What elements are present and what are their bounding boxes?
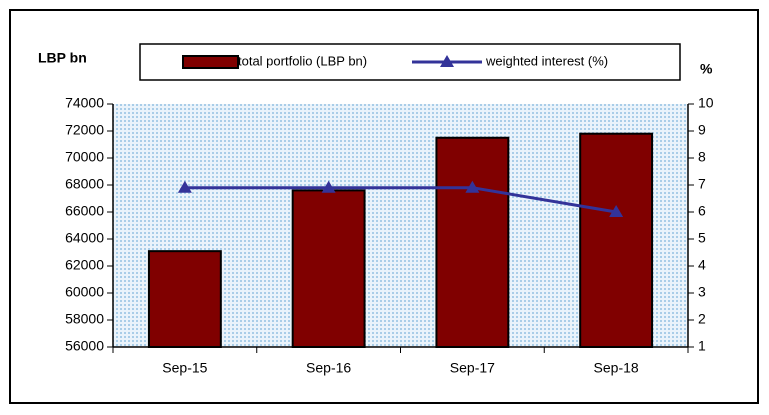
y2-tick-label: 6 [698,203,706,219]
line-marker [177,180,192,193]
y-tick-label: 70000 [65,149,104,165]
y2-tick-label: 10 [698,95,714,111]
y2-tick-label: 3 [698,284,706,300]
y2-tick-label: 5 [698,230,706,246]
y-tick-label: 64000 [65,230,104,246]
y2-tick-label: 9 [698,122,706,138]
x-tick-label: Sep-15 [162,360,207,376]
legend-label: weighted interest (%) [485,53,608,68]
y-tick-label: 56000 [65,338,104,354]
bar [291,189,366,348]
y-tick-label: 66000 [65,203,104,219]
y-tick-label: 72000 [65,122,104,138]
line-marker [321,180,336,193]
line-marker [465,180,480,193]
x-tick-label: Sep-16 [306,360,351,376]
legend-marker [440,55,454,67]
x-tick-label: Sep-17 [450,360,495,376]
y2-tick-label: 1 [698,338,706,354]
y-tick-label: 68000 [65,176,104,192]
legend-label: total portfolio (LBP bn) [238,53,367,68]
x-tick-label: Sep-18 [594,360,639,376]
y2-tick-label: 4 [698,257,706,273]
y2-tick-label: 8 [698,149,706,165]
y-tick-label: 58000 [65,311,104,327]
bar [147,250,222,348]
line-marker [609,205,624,217]
y-axis-label: LBP bn [38,50,87,66]
y-tick-label: 60000 [65,284,104,300]
bar [579,132,654,348]
bar [435,136,510,348]
line [184,186,617,214]
y2-axis-label: % [700,61,713,77]
y-tick-label: 74000 [65,95,104,111]
legend-swatch [182,55,239,69]
y-tick-label: 62000 [65,257,104,273]
y2-tick-label: 2 [698,311,706,327]
y2-tick-label: 7 [698,176,706,192]
